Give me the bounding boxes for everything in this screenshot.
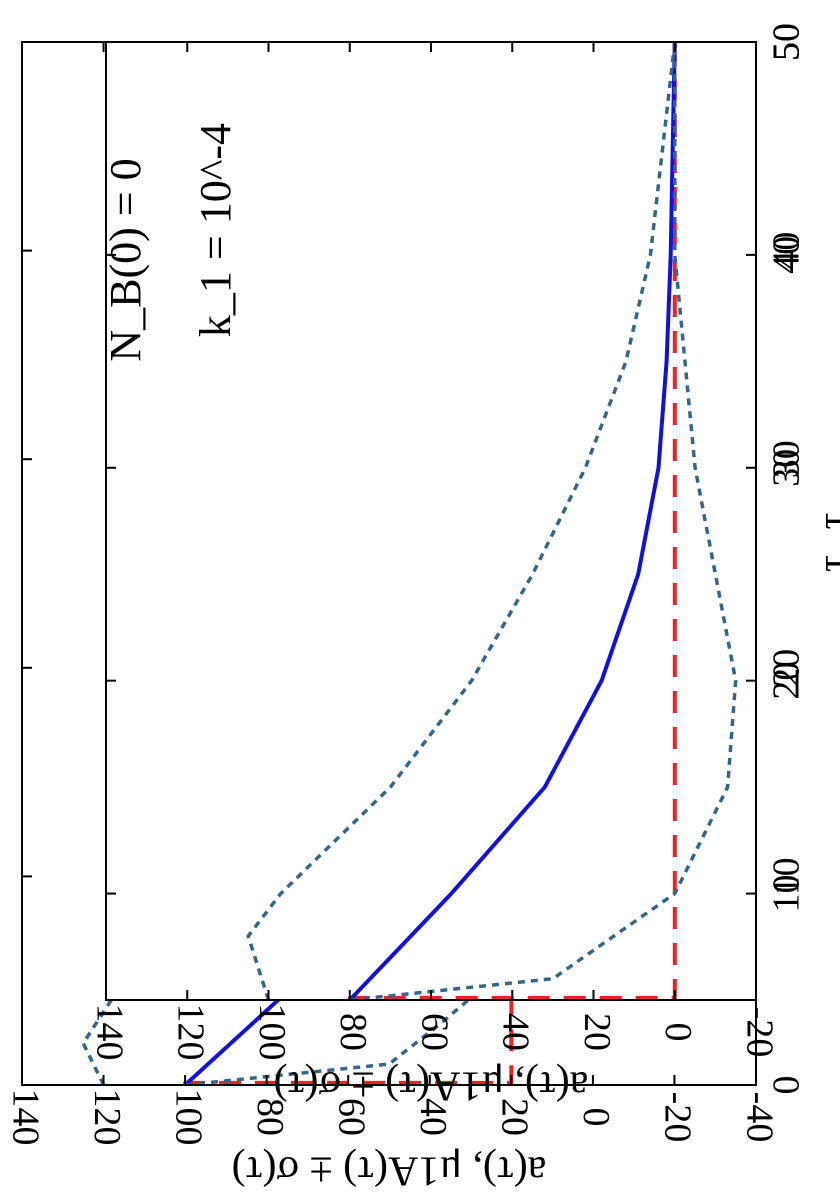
front-series--1a--2 bbox=[246, 42, 677, 1000]
back-y-tick-label: 20 bbox=[494, 1098, 536, 1136]
back-y-tick-label: 120 bbox=[86, 1089, 128, 1146]
front-y-tick-label: 140 bbox=[88, 1004, 130, 1061]
front-y-tick-label: 120 bbox=[170, 1004, 212, 1061]
front-x-axis-label: τ bbox=[810, 513, 840, 530]
front-annotation-1: k_1 = 10^-4 bbox=[191, 123, 240, 337]
back-x-tick-label: 20 bbox=[766, 649, 808, 687]
front-annotation-0: N_B(0) = 0 bbox=[101, 158, 150, 361]
back-x-tick-label: 30 bbox=[766, 440, 808, 478]
back-y-tick-label: -20 bbox=[657, 1092, 699, 1143]
back-x-tick-label: 40 bbox=[766, 232, 808, 270]
back-y-tick-label: 60 bbox=[331, 1098, 373, 1136]
back-y-tick-label: 0 bbox=[575, 1108, 617, 1127]
front-x-tick-label: 30 bbox=[766, 449, 808, 487]
front-series--1a--3 bbox=[349, 42, 738, 1000]
front-x-tick-label: 40 bbox=[766, 236, 808, 274]
back-x-tick-label: 10 bbox=[766, 857, 808, 895]
front-y-tick-label: -20 bbox=[738, 1007, 780, 1058]
front-y-axis-label: a(τ), μ1A(τ) ± σ(τ) bbox=[274, 1062, 589, 1108]
front-y-tick-label: 40 bbox=[495, 1013, 537, 1051]
front-y-tick-label: 80 bbox=[332, 1013, 374, 1051]
back-x-axis-label: τ bbox=[810, 555, 840, 572]
back-x-tick-label: 50 bbox=[766, 23, 808, 61]
back-y-tick-label: -40 bbox=[738, 1092, 780, 1143]
front-y-tick-label: 100 bbox=[251, 1004, 293, 1061]
back-y-tick-label: 100 bbox=[167, 1089, 209, 1146]
back-x-tick-label: 0 bbox=[766, 1076, 808, 1095]
back-y-axis-label: a(τ), μ1A(τ) ± σ(τ) bbox=[232, 1147, 547, 1193]
front-x-tick-label: 20 bbox=[766, 662, 808, 700]
front-series--1a--1 bbox=[348, 42, 677, 1000]
back-y-tick-label: 80 bbox=[249, 1098, 291, 1136]
front-y-tick-label: 0 bbox=[657, 1023, 699, 1042]
front-x-tick-label: 50 bbox=[766, 23, 808, 61]
back-y-tick-label: 140 bbox=[4, 1089, 46, 1146]
front-y-tick-label: 60 bbox=[413, 1013, 455, 1051]
front-y-tick-label: 20 bbox=[576, 1013, 618, 1051]
front-x-tick-label: 10 bbox=[766, 875, 808, 913]
back-y-tick-label: 40 bbox=[412, 1098, 454, 1136]
